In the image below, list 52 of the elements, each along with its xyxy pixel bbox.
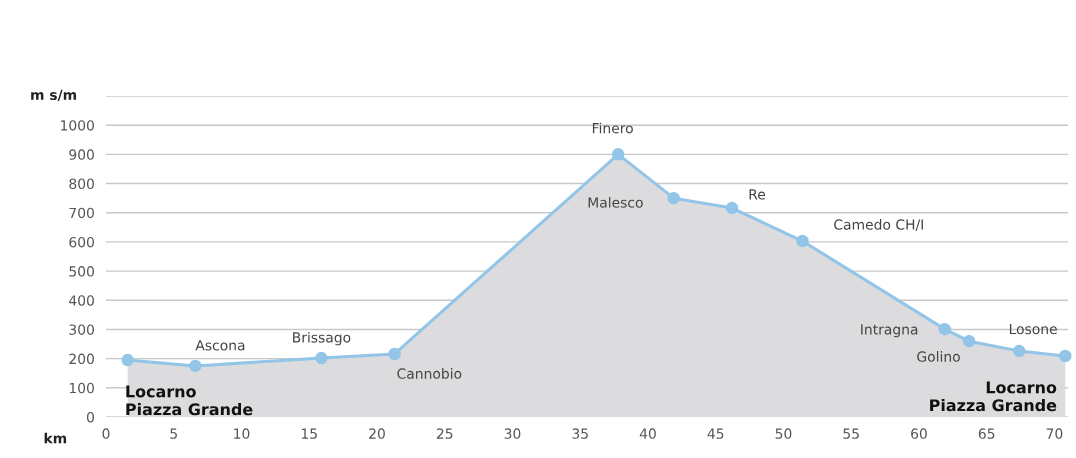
- annotation: Locarno Piazza Grande: [126, 385, 253, 416]
- x-tick-label: 0: [102, 428, 110, 439]
- x-tick-label: 45: [707, 428, 724, 439]
- annotation: Golino: [917, 351, 960, 362]
- point: [121, 353, 134, 367]
- point: [189, 359, 202, 373]
- y-tick-label: 400: [69, 295, 94, 306]
- annotation: Ascona: [195, 340, 245, 351]
- annotation: Finero: [592, 122, 633, 134]
- x-tick-label: 20: [369, 428, 385, 439]
- x-tick-label: 65: [978, 428, 995, 439]
- x-tick-label: 70: [1046, 428, 1063, 439]
- point: [611, 148, 625, 161]
- point: [796, 234, 809, 248]
- point: [388, 347, 401, 361]
- y-axis-title: m s/m: [31, 89, 77, 102]
- point: [938, 322, 951, 336]
- x-tick-label: 15: [301, 428, 317, 439]
- x-tick-label: 50: [775, 428, 792, 439]
- annotation: Intragna: [861, 324, 918, 338]
- y-tick-label: 900: [69, 149, 94, 160]
- x-tick-label: 10: [234, 428, 250, 439]
- y-tick-label: 800: [69, 178, 94, 190]
- annotation: Re: [749, 189, 766, 200]
- y-tick-label: 0: [86, 411, 94, 423]
- y-tick-label: 300: [69, 324, 94, 335]
- point: [315, 351, 328, 365]
- x-tick-label: 35: [572, 428, 588, 439]
- x-tick-label: 30: [504, 428, 521, 439]
- y-tick-label: 600: [69, 236, 94, 248]
- annotation: Locarno Piazza Grande: [930, 381, 1057, 412]
- point: [1012, 344, 1026, 358]
- x-axis-title: km: [44, 432, 67, 444]
- annotation: Cannobio: [397, 368, 462, 379]
- y-tick-label: 1000: [61, 120, 94, 131]
- y-tick-label: 700: [69, 207, 94, 219]
- y-tick-label: 100: [69, 382, 94, 394]
- annotation: Losone: [1009, 323, 1057, 335]
- annotation: Brissago: [293, 331, 351, 346]
- x-tick-label: 40: [639, 428, 656, 439]
- point: [1059, 349, 1072, 363]
- x-tick-label: 55: [843, 428, 859, 439]
- annotation: Camedo CH/I: [834, 219, 923, 231]
- annotation: Malesco: [588, 196, 643, 208]
- x-tick-label: 60: [911, 428, 927, 439]
- point: [667, 191, 680, 205]
- point: [725, 201, 739, 215]
- y-tick-label: 500: [69, 266, 94, 277]
- x-tick-label: 25: [436, 428, 453, 439]
- y-tick-label: 200: [69, 353, 94, 365]
- point: [962, 334, 976, 348]
- x-tick-label: 5: [170, 428, 177, 439]
